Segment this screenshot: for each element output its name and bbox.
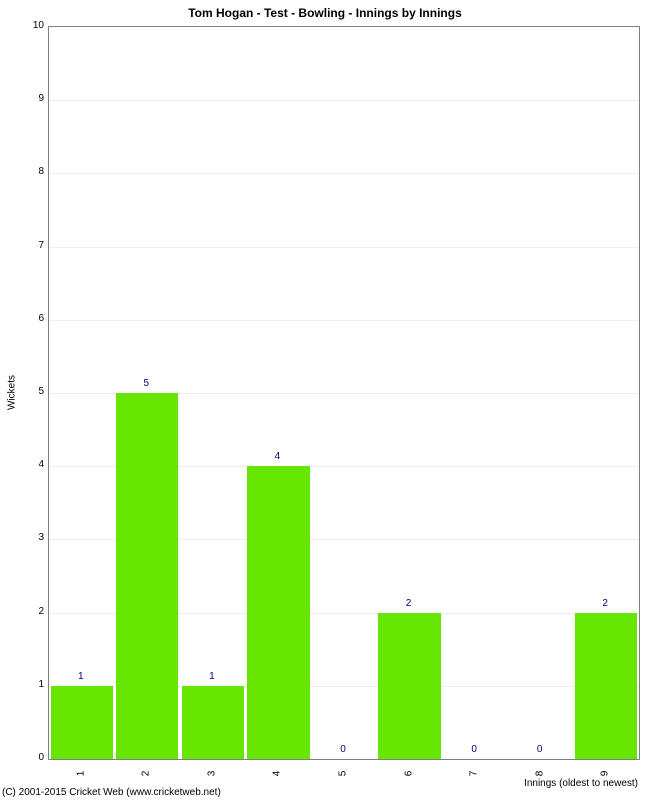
y-tick-label: 9 bbox=[16, 93, 44, 104]
x-axis-label: Innings (oldest to newest) bbox=[338, 778, 638, 789]
bar-value-label: 0 bbox=[509, 744, 571, 755]
bar-value-label: 2 bbox=[377, 598, 439, 609]
bar-value-label: 2 bbox=[574, 598, 636, 609]
x-tick-label: 7 bbox=[469, 764, 480, 784]
x-tick-label: 8 bbox=[534, 764, 545, 784]
x-tick-label: 4 bbox=[272, 764, 283, 784]
grid-line bbox=[49, 320, 639, 321]
bar-value-label: 4 bbox=[246, 451, 308, 462]
x-tick-label: 9 bbox=[600, 764, 611, 784]
y-tick-label: 6 bbox=[16, 313, 44, 324]
x-tick-label: 2 bbox=[141, 764, 152, 784]
y-tick-label: 4 bbox=[16, 459, 44, 470]
bar bbox=[378, 613, 440, 759]
x-tick-label: 1 bbox=[75, 764, 86, 784]
x-tick-label: 5 bbox=[338, 764, 349, 784]
bar-value-label: 0 bbox=[443, 744, 505, 755]
bar bbox=[182, 686, 244, 759]
y-tick-label: 0 bbox=[16, 752, 44, 763]
grid-line bbox=[49, 100, 639, 101]
y-tick-label: 2 bbox=[16, 606, 44, 617]
chart-title: Tom Hogan - Test - Bowling - Innings by … bbox=[0, 6, 650, 20]
grid-line bbox=[49, 173, 639, 174]
bar bbox=[51, 686, 113, 759]
y-tick-label: 1 bbox=[16, 679, 44, 690]
bar-value-label: 1 bbox=[50, 671, 112, 682]
y-tick-label: 8 bbox=[16, 166, 44, 177]
x-tick-label: 3 bbox=[206, 764, 217, 784]
y-tick-label: 3 bbox=[16, 532, 44, 543]
plot-area bbox=[48, 26, 640, 760]
x-tick-label: 6 bbox=[403, 764, 414, 784]
bar-value-label: 1 bbox=[181, 671, 243, 682]
chart-container: Tom Hogan - Test - Bowling - Innings by … bbox=[0, 0, 650, 800]
bar-value-label: 0 bbox=[312, 744, 374, 755]
y-tick-label: 5 bbox=[16, 386, 44, 397]
bar bbox=[116, 393, 178, 759]
y-tick-label: 7 bbox=[16, 240, 44, 251]
bar bbox=[247, 466, 309, 759]
copyright-text: (C) 2001-2015 Cricket Web (www.cricketwe… bbox=[2, 787, 221, 798]
y-tick-label: 10 bbox=[16, 20, 44, 31]
bar-value-label: 5 bbox=[115, 378, 177, 389]
bar bbox=[575, 613, 637, 759]
grid-line bbox=[49, 247, 639, 248]
